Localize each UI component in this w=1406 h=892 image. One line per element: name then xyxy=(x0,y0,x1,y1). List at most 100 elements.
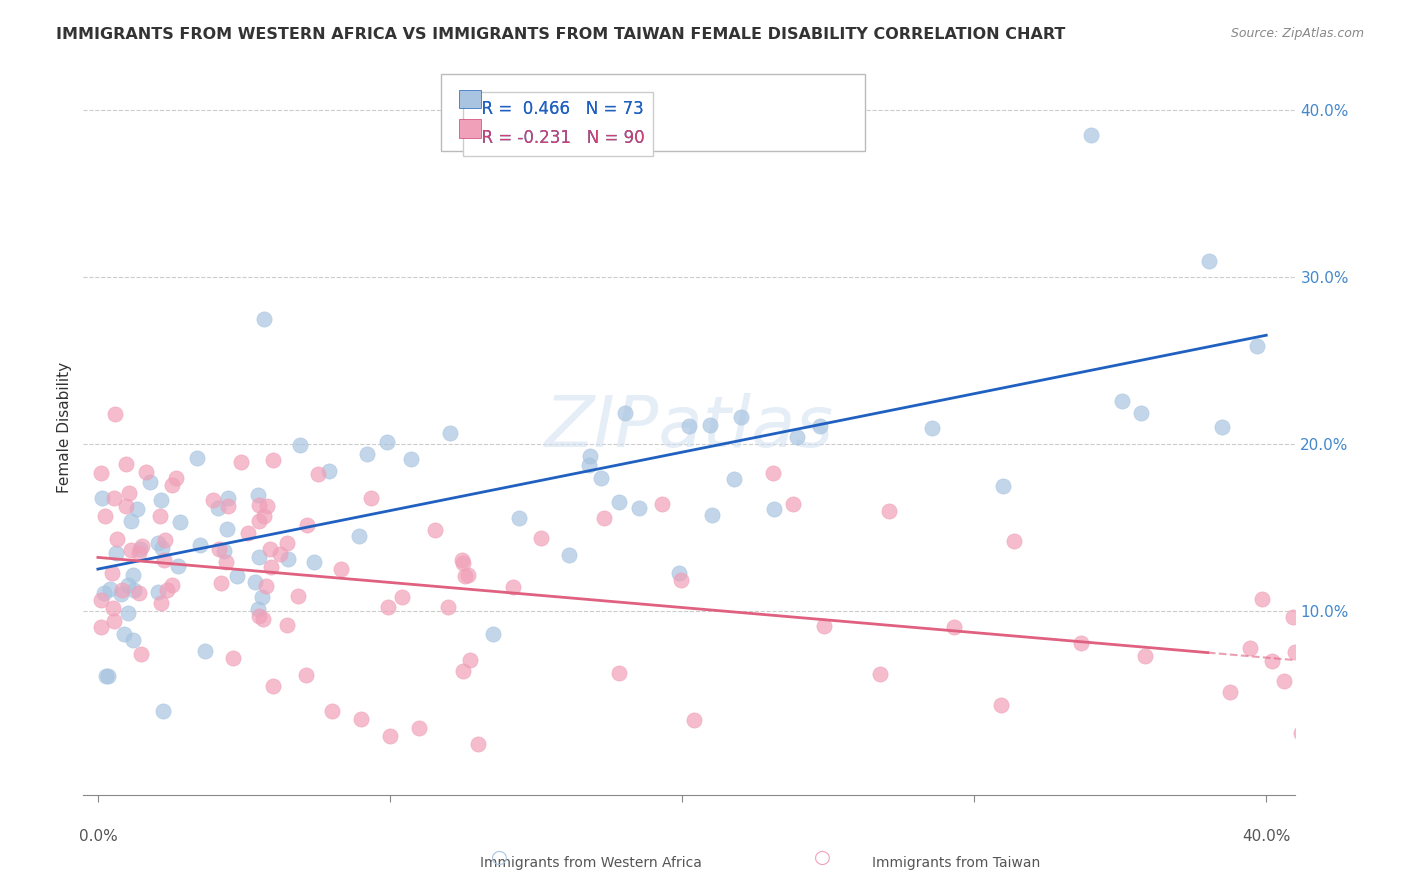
Point xyxy=(558,548,581,562)
Point xyxy=(247,609,270,624)
Point xyxy=(877,504,900,518)
Point xyxy=(90,491,112,505)
Point xyxy=(231,455,253,469)
Point xyxy=(330,561,353,575)
Text: R = -0.231   N = 90: R = -0.231 N = 90 xyxy=(471,129,645,147)
Point xyxy=(104,546,127,560)
Point xyxy=(167,558,190,573)
Point xyxy=(378,729,401,743)
Point xyxy=(699,417,721,432)
Point xyxy=(287,589,309,603)
Y-axis label: Female Disability: Female Disability xyxy=(58,361,72,492)
Point xyxy=(454,569,477,583)
Point xyxy=(277,552,299,566)
Point xyxy=(111,582,134,597)
Text: ○: ○ xyxy=(814,848,831,867)
Point xyxy=(247,514,270,528)
Point xyxy=(808,419,831,434)
Point xyxy=(262,679,284,693)
Point xyxy=(457,567,479,582)
Point xyxy=(451,553,474,567)
Point xyxy=(188,538,211,552)
Point xyxy=(120,542,142,557)
Point xyxy=(254,579,277,593)
Point xyxy=(276,617,298,632)
Point xyxy=(1219,685,1241,699)
Point xyxy=(1250,592,1272,607)
Point xyxy=(90,620,112,634)
Point xyxy=(589,471,612,485)
Point xyxy=(152,704,174,718)
Point xyxy=(90,466,112,480)
Point xyxy=(243,574,266,589)
Point xyxy=(110,586,132,600)
Point xyxy=(668,566,690,580)
Point xyxy=(360,491,382,505)
Point xyxy=(1239,640,1261,655)
Point xyxy=(131,647,153,661)
Point xyxy=(150,492,173,507)
Point xyxy=(508,511,530,525)
Point xyxy=(103,614,125,628)
Point xyxy=(93,586,115,600)
Point xyxy=(453,665,475,679)
Point xyxy=(115,457,138,471)
Point xyxy=(869,667,891,681)
Point xyxy=(122,568,145,582)
Point xyxy=(247,498,270,512)
Text: Source: ZipAtlas.com: Source: ZipAtlas.com xyxy=(1230,27,1364,40)
Point xyxy=(165,471,187,485)
Point xyxy=(153,553,176,567)
Point xyxy=(90,593,112,607)
Point xyxy=(222,651,245,665)
Point xyxy=(148,585,170,599)
Point xyxy=(813,619,835,633)
Point xyxy=(467,738,489,752)
Point xyxy=(993,478,1015,492)
Point xyxy=(139,475,162,489)
Point xyxy=(259,541,281,556)
Point xyxy=(439,426,461,441)
Point xyxy=(252,612,274,626)
Text: IMMIGRANTS FROM WESTERN AFRICA VS IMMIGRANTS FROM TAIWAN FEMALE DISABILITY CORRE: IMMIGRANTS FROM WESTERN AFRICA VS IMMIGR… xyxy=(56,27,1066,42)
Point xyxy=(1272,674,1295,689)
Point xyxy=(153,533,176,548)
Text: 0.0%: 0.0% xyxy=(79,830,117,845)
Point xyxy=(160,477,183,491)
Point xyxy=(579,449,602,463)
Point xyxy=(131,539,153,553)
Point xyxy=(276,535,298,549)
Point xyxy=(209,576,232,591)
Point xyxy=(942,620,965,634)
Point xyxy=(1281,610,1303,624)
Point xyxy=(302,555,325,569)
Point xyxy=(120,514,142,528)
Point xyxy=(723,472,745,486)
Point xyxy=(349,529,371,543)
Point xyxy=(1002,533,1025,548)
Point xyxy=(700,508,723,522)
Point xyxy=(1130,406,1153,420)
Point xyxy=(609,665,631,680)
Point xyxy=(377,435,399,450)
Point xyxy=(1080,128,1102,142)
Point xyxy=(262,452,284,467)
Point xyxy=(150,596,173,610)
Point xyxy=(122,582,145,597)
Text: ○: ○ xyxy=(491,848,508,867)
Point xyxy=(260,559,283,574)
Point xyxy=(253,312,276,326)
Point xyxy=(1070,636,1092,650)
Point xyxy=(105,532,128,546)
Point xyxy=(408,721,430,735)
Point xyxy=(592,511,614,525)
Point xyxy=(627,500,650,515)
Text: 40.0%: 40.0% xyxy=(1241,830,1291,845)
Point xyxy=(117,606,139,620)
Point xyxy=(762,466,785,480)
Point xyxy=(215,522,238,536)
Point xyxy=(148,535,170,549)
Point xyxy=(762,501,785,516)
Point xyxy=(530,531,553,545)
Point xyxy=(115,500,138,514)
